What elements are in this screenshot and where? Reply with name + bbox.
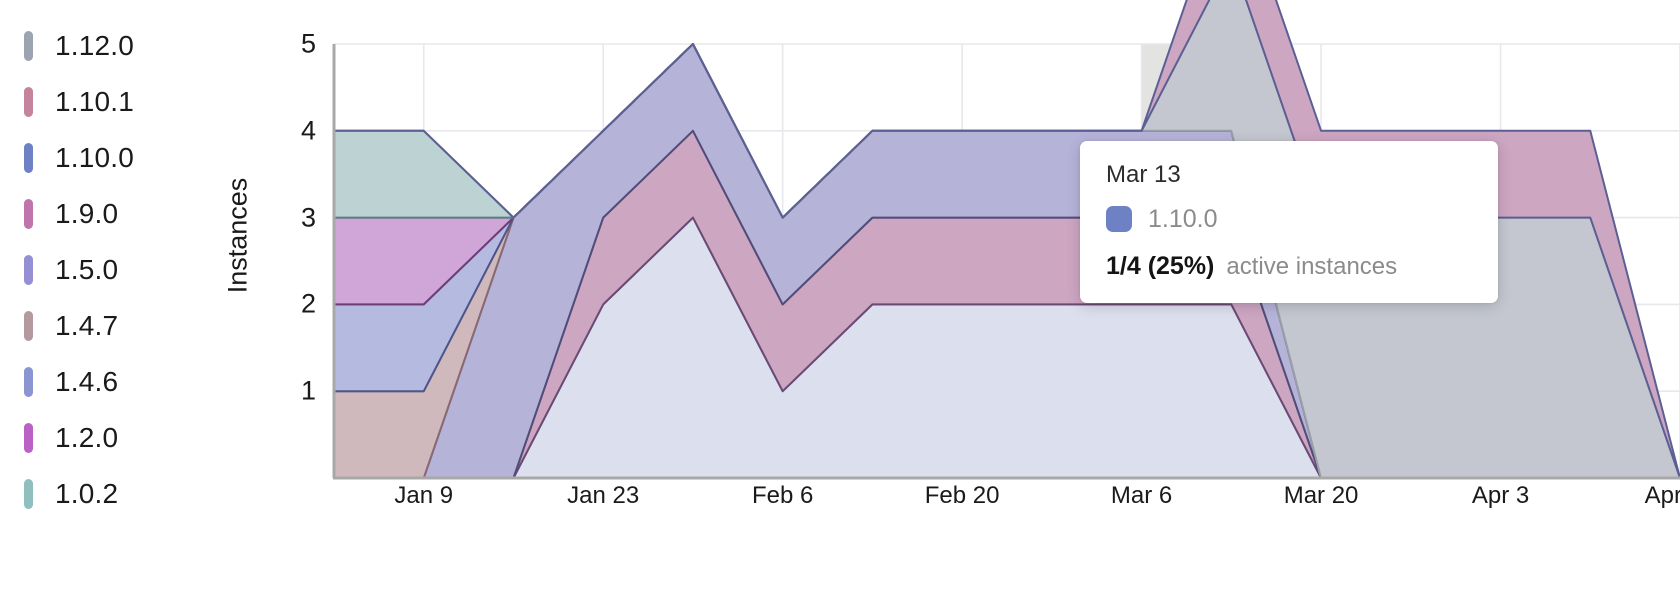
- legend-item-1-4-7[interactable]: 1.4.7: [24, 298, 274, 354]
- y-axis-tick-label: 4: [300, 115, 316, 146]
- legend-label: 1.4.6: [55, 366, 119, 397]
- y-axis-tick-label: 3: [300, 202, 316, 233]
- x-axis-tick-label: Feb 6: [751, 482, 814, 509]
- legend-swatch-icon: [24, 31, 33, 61]
- x-axis-tick-label: Apr 3: [1471, 482, 1530, 509]
- legend-item-1-10-0[interactable]: 1.10.0: [24, 130, 274, 186]
- y-axis-title: Instances: [208, 0, 268, 470]
- legend-label: 1.10.0: [55, 142, 135, 173]
- legend-item-1-12-0[interactable]: 1.12.0: [24, 18, 274, 74]
- legend-label: 1.2.0: [55, 422, 119, 453]
- y-axis-tick-label: 2: [300, 288, 316, 319]
- tooltip-date: Mar 13: [1106, 161, 1181, 188]
- legend-label: 1.10.1: [55, 86, 135, 117]
- y-axis-tick-label: 5: [300, 28, 316, 59]
- series-areas: [333, 0, 1680, 479]
- x-axis-ticks: Jan 9 Jan 23 Feb 6 Feb 20 Mar 6 Mar 20 Apr 3 Ap…: [268, 0, 1680, 592]
- tooltip-series-name: 1.10.0: [1148, 204, 1218, 233]
- legend-label: 1.5.0: [55, 254, 119, 285]
- x-axis-tick-label: Jan 23: [567, 482, 640, 509]
- y-axis-tick-label: 1: [300, 375, 316, 406]
- area-series-1-10-0[interactable]: [333, 0, 1680, 479]
- legend-label: 1.0.2: [55, 478, 119, 509]
- tooltip-value: 1/4 (25%): [1106, 252, 1215, 280]
- legend-item-1-5-0[interactable]: 1.5.0: [24, 242, 274, 298]
- legend-swatch-icon: [24, 87, 33, 117]
- legend-item-1-4-6[interactable]: 1.4.6: [24, 354, 274, 410]
- tooltip-value-row: 1/4 (25%) active instances: [1106, 254, 1472, 279]
- x-axis-tick-label: Mar 6: [1110, 482, 1173, 509]
- x-axis-tick-label: Jan 9: [394, 482, 454, 509]
- chart-tooltip: Mar 13 1.10.0 1/4 (25%) active instances: [1080, 141, 1498, 303]
- legend-label: 1.9.0: [55, 198, 119, 229]
- legend-item-1-2-0[interactable]: 1.2.0: [24, 410, 274, 466]
- x-axis-tick-label: Apr 17: [1644, 482, 1680, 509]
- legend-swatch-icon: [24, 423, 33, 453]
- legend-swatch-icon: [24, 311, 33, 341]
- y-axis-title-text: Instances: [222, 177, 253, 293]
- legend-swatch-icon: [24, 479, 33, 509]
- x-axis-tick-label: Mar 20: [1283, 482, 1359, 509]
- y-axis-ticks: 1 2 3 4 5: [268, 0, 334, 480]
- legend-item-1-10-1[interactable]: 1.10.1: [24, 74, 274, 130]
- legend-swatch-icon: [24, 367, 33, 397]
- legend-swatch-icon: [24, 143, 33, 173]
- legend-swatch-icon: [24, 199, 33, 229]
- chart-legend: 1.12.0 1.10.1 1.10.0 1.9.0 1.5.0 1.4.7 1…: [24, 18, 274, 522]
- legend-label: 1.4.7: [55, 310, 119, 341]
- legend-label: 1.12.0: [55, 30, 135, 61]
- x-axis-tick-label: Feb 20: [924, 482, 1000, 509]
- legend-swatch-icon: [24, 255, 33, 285]
- tooltip-series-row: 1.10.0: [1106, 206, 1472, 232]
- legend-item-1-0-2[interactable]: 1.0.2: [24, 466, 274, 522]
- tooltip-value-suffix: active instances: [1226, 253, 1398, 280]
- tooltip-swatch-icon: [1106, 206, 1132, 232]
- legend-item-1-9-0[interactable]: 1.9.0: [24, 186, 274, 242]
